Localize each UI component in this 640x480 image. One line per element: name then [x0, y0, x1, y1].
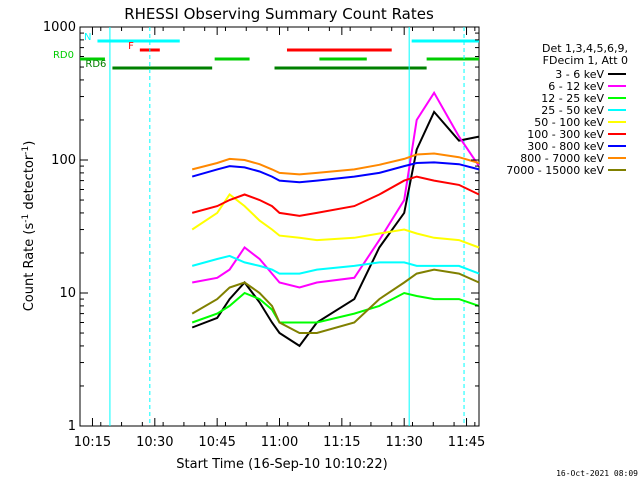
series-line-2 — [191, 291, 480, 324]
series-line-6 — [191, 161, 480, 184]
legend-label: 7000 - 15000 keV — [506, 164, 604, 177]
series-line-0 — [191, 110, 480, 348]
state-bars: N F RD0 RD6 — [53, 32, 479, 70]
legend-label: 100 - 300 keV — [527, 128, 604, 141]
legend-label: 25 - 50 keV — [541, 104, 604, 117]
y-tick-label: 1 — [68, 419, 76, 434]
legend-label: 6 - 12 keV — [548, 80, 604, 93]
legend-header: FDecim 1, Att 0 — [543, 54, 628, 67]
legend-label: 3 - 6 keV — [555, 68, 604, 81]
plot-frame — [79, 26, 480, 427]
chart-title: RHESSI Observing Summary Count Rates — [124, 5, 434, 23]
y-tick-label: 10 — [59, 286, 76, 301]
series-layer — [191, 90, 480, 348]
x-axis-label: Start Time (16-Sep-10 10:10:22) — [176, 457, 387, 472]
footer-date: 16-Oct-2021 08:09 — [556, 469, 638, 478]
series-line-3 — [191, 254, 480, 275]
y-tick-label: 1000 — [43, 20, 76, 35]
x-tick-label: 11:00 — [261, 435, 298, 450]
x-tick-label: 10:30 — [136, 435, 173, 450]
series-line-7 — [191, 152, 480, 176]
x-tick-label: 10:15 — [74, 435, 111, 450]
x-tick-label: 11:45 — [448, 435, 485, 450]
series-line-8 — [191, 268, 480, 334]
x-tick-label: 11:15 — [323, 435, 360, 450]
state-label-rd0: RD0 — [53, 50, 74, 61]
x-axis: 10:15 10:30 10:45 11:00 11:15 11:30 11:45 — [74, 27, 485, 450]
eclipse-lines — [109, 27, 465, 426]
legend: Det 1,3,4,5,6,9,FDecim 1, Att 03 - 6 keV… — [506, 42, 628, 177]
x-tick-label: 11:30 — [385, 435, 422, 450]
legend-label: 800 - 7000 keV — [520, 152, 604, 165]
state-label-n: N — [84, 32, 91, 43]
series-line-5 — [191, 175, 480, 217]
legend-label: 300 - 800 keV — [527, 140, 604, 153]
legend-header: Det 1,3,4,5,6,9, — [542, 42, 628, 55]
state-label-rd6: RD6 — [85, 59, 106, 70]
x-tick-label: 10:45 — [198, 435, 235, 450]
series-line-4 — [191, 193, 480, 249]
y-axis-label: Count Rate (s-1 detector-1) — [21, 141, 37, 312]
y-tick-label: 100 — [51, 153, 76, 168]
state-label-f: F — [128, 41, 134, 52]
legend-label: 12 - 25 keV — [541, 92, 604, 105]
legend-label: 50 - 100 keV — [534, 116, 604, 129]
y-axis: 1 10 100 1000 — [43, 20, 479, 434]
